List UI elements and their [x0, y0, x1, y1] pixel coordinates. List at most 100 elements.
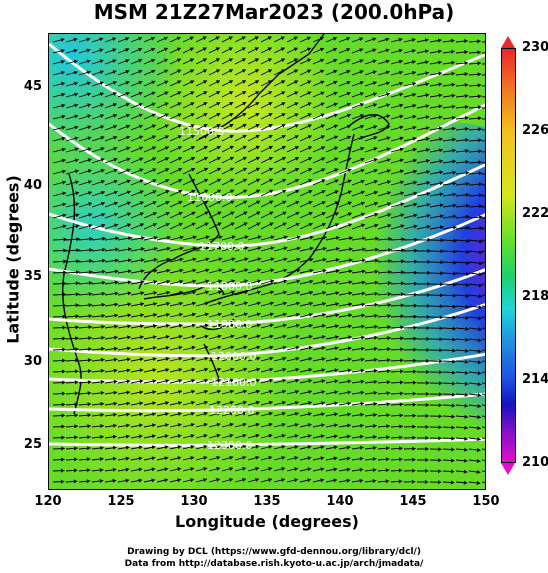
wind-arrowhead	[477, 94, 482, 99]
wind-arrowhead	[63, 281, 67, 286]
wind-arrowhead	[139, 179, 144, 184]
wind-arrowhead	[138, 445, 143, 450]
wind-arrowhead	[425, 115, 430, 120]
wind-arrowhead	[361, 223, 366, 228]
wind-arrowhead	[74, 114, 79, 119]
wind-arrowhead	[100, 190, 105, 195]
wind-arrow	[481, 437, 485, 439]
wind-arrowhead	[308, 379, 313, 383]
wind-arrowhead	[268, 113, 273, 117]
wind-arrowhead	[242, 400, 247, 405]
wind-arrowhead	[400, 358, 404, 363]
wind-arrowhead	[295, 389, 299, 394]
wind-arrowhead	[399, 424, 403, 429]
wind-arrowhead	[139, 357, 144, 362]
wind-arrowhead	[113, 368, 118, 373]
wind-arrowhead	[412, 136, 417, 141]
wind-arrowhead	[477, 39, 481, 44]
wind-arrowhead	[425, 468, 429, 473]
wind-arrowhead	[217, 367, 222, 372]
wind-arrowhead	[321, 190, 326, 194]
wind-arrowhead	[177, 478, 181, 483]
wind-arrowhead	[399, 136, 404, 141]
wind-arrowhead	[60, 479, 65, 484]
x-tick-label: 135	[253, 494, 281, 509]
wind-arrowhead	[477, 50, 481, 55]
wind-arrowhead	[126, 190, 131, 195]
wind-arrowhead	[465, 315, 470, 320]
wind-arrowhead	[229, 433, 234, 438]
wind-arrowhead	[191, 167, 195, 172]
wind-arrowhead	[128, 247, 132, 252]
wind-arrowhead	[386, 446, 390, 451]
wind-arrowhead	[99, 70, 104, 75]
wind-arrowhead	[270, 279, 275, 284]
wind-arrowhead	[478, 316, 483, 321]
wind-arrowhead	[308, 200, 313, 205]
wind-arrowhead	[439, 370, 443, 375]
wind-arrowhead	[204, 312, 209, 317]
wind-arrowhead	[125, 48, 130, 52]
wind-arrowhead	[282, 178, 287, 183]
wind-arrowhead	[254, 47, 259, 51]
wind-arrowhead	[463, 480, 468, 485]
wind-arrowhead	[307, 58, 311, 63]
wind-arrowhead	[164, 91, 169, 96]
contour-label: 11900.0	[207, 318, 253, 331]
wind-arrowhead	[438, 436, 442, 441]
wind-arrowhead	[75, 191, 79, 196]
wind-arrowhead	[281, 156, 286, 161]
wind-arrowhead	[99, 479, 104, 484]
wind-arrow	[481, 206, 485, 208]
wind-arrowhead	[62, 358, 66, 363]
colorbar-label: 226	[522, 123, 548, 138]
wind-arrowhead	[476, 469, 481, 474]
wind-arrowhead	[333, 102, 338, 107]
wind-arrowhead	[217, 222, 222, 227]
wind-arrowhead	[139, 168, 144, 173]
wind-arrowhead	[178, 178, 183, 183]
wind-arrowhead	[308, 412, 312, 417]
wind-arrowhead	[465, 137, 469, 142]
wind-arrowhead	[102, 258, 106, 263]
wind-arrowhead	[231, 235, 236, 240]
wind-arrowhead	[346, 80, 351, 85]
wind-arrowhead	[401, 259, 405, 264]
wind-arrowhead	[125, 478, 130, 483]
wind-arrowhead	[62, 336, 66, 341]
wind-arrowhead	[191, 211, 196, 216]
wind-arrowhead	[87, 435, 91, 440]
wind-arrowhead	[465, 148, 469, 153]
wind-arrowhead	[319, 36, 324, 41]
wind-arrowhead	[386, 92, 390, 97]
wind-arrowhead	[282, 312, 287, 317]
wind-arrowhead	[321, 201, 326, 205]
wind-arrowhead	[254, 69, 259, 73]
wind-arrowhead	[476, 459, 481, 463]
wind-arrowhead	[451, 458, 455, 463]
wind-arrowhead	[412, 468, 416, 473]
wind-arrowhead	[153, 235, 158, 240]
wind-arrowhead	[464, 381, 469, 386]
wind-arrowhead	[189, 58, 194, 63]
wind-arrowhead	[386, 114, 391, 119]
wind-arrowhead	[399, 413, 403, 418]
wind-arrowhead	[281, 124, 286, 128]
wind-arrowhead	[361, 212, 365, 217]
wind-arrowhead	[216, 102, 221, 106]
wind-arrowhead	[478, 182, 483, 187]
wind-arrowhead	[373, 103, 377, 108]
wind-arrowhead	[320, 434, 325, 439]
wind-arrowhead	[476, 480, 481, 485]
wind-arrowhead	[215, 58, 220, 62]
wind-arrowhead	[241, 69, 246, 73]
wind-arrowhead	[88, 213, 93, 217]
wind-arrowhead	[140, 269, 145, 274]
wind-arrowhead	[282, 211, 287, 216]
wind-arrowhead	[414, 259, 418, 264]
wind-arrowhead	[153, 246, 158, 251]
wind-arrowhead	[139, 379, 144, 384]
wind-arrowhead	[413, 202, 418, 207]
wind-arrowhead	[346, 102, 351, 107]
wind-arrowhead	[320, 124, 325, 129]
